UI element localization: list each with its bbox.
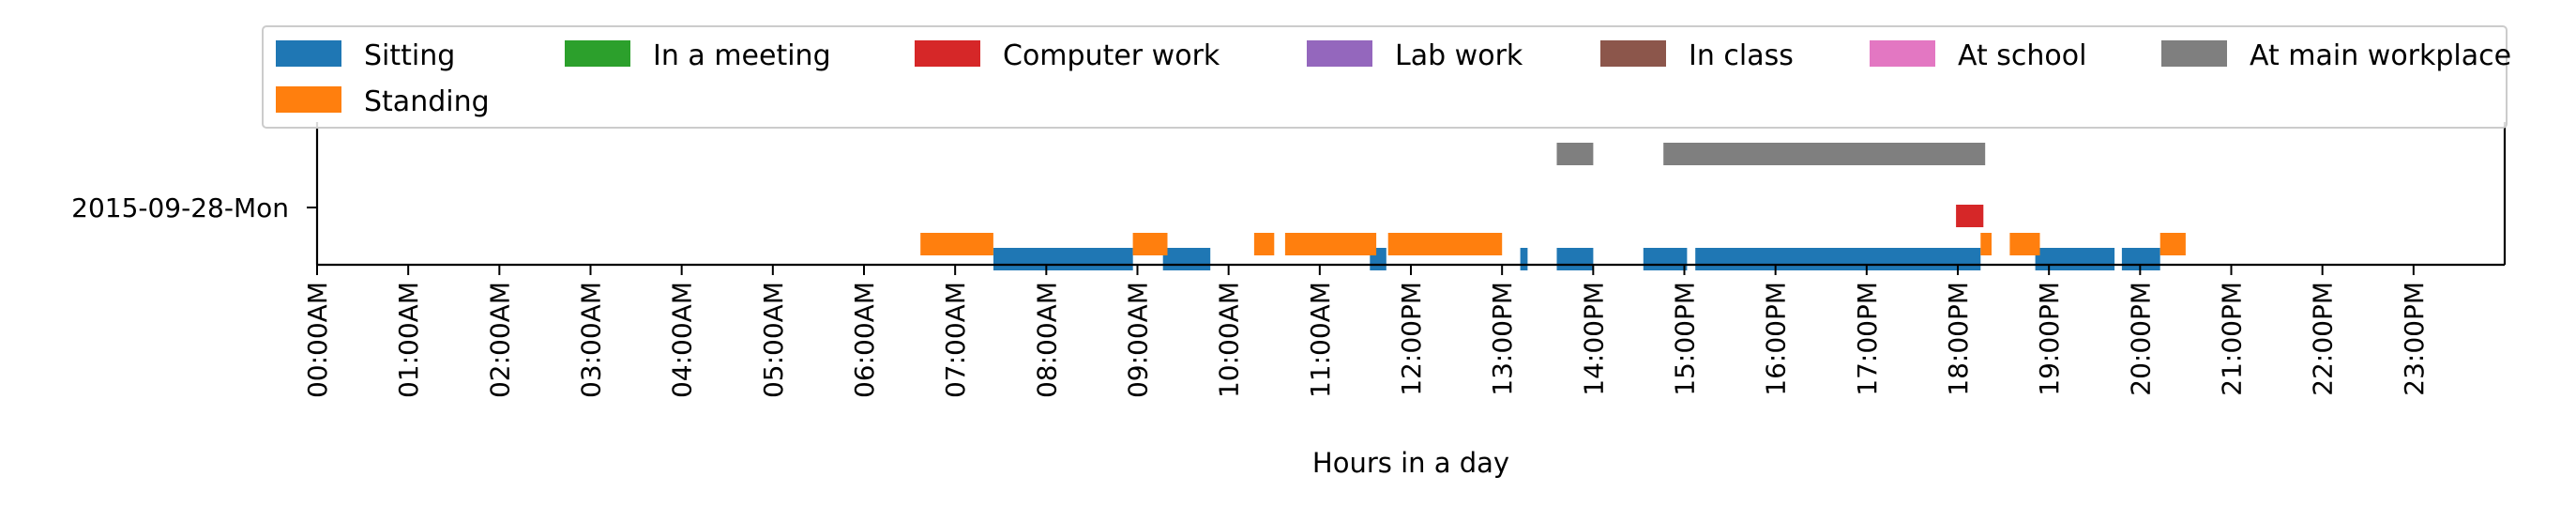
x-tick-label-21: 21:00PM — [2217, 282, 2248, 396]
legend-label-at-school: At school — [1958, 39, 2086, 72]
legend-swatch-computer-work — [915, 40, 980, 67]
bar-standing-7 — [2159, 233, 2186, 255]
legend-swatch-standing — [276, 86, 341, 113]
x-tick-label-13: 13:00PM — [1487, 282, 1518, 396]
y-axis-ticks: 2015-09-28-Mon — [71, 192, 317, 223]
x-tick-label-3: 03:00AM — [576, 282, 607, 398]
legend-label-in-class: In class — [1689, 39, 1794, 72]
bar-sitting-1 — [1162, 248, 1211, 270]
bar-sitting-0 — [993, 248, 1133, 270]
x-tick-label-6: 06:00AM — [849, 282, 880, 398]
bar-standing-2 — [1253, 233, 1275, 255]
bar-sitting-7 — [2035, 248, 2115, 270]
x-tick-label-8: 08:00AM — [1031, 282, 1062, 398]
x-tick-label-15: 15:00PM — [1670, 282, 1701, 396]
x-axis-ticks: 00:00AM 01:00AM 02:00AM 03:00AM 04:00AM 05:00… — [302, 265, 2430, 398]
x-tick-label-7: 07:00AM — [940, 282, 971, 398]
legend-swatch-at-main-workplace — [2161, 40, 2227, 67]
legend-label-computer-work: Computer work — [1003, 39, 1220, 72]
x-tick-label-23: 23:00PM — [2399, 282, 2430, 396]
bar-standing-3 — [1284, 233, 1377, 255]
bar-standing-0 — [920, 233, 993, 255]
bar-standing-6 — [2009, 233, 2040, 255]
x-tick-label-14: 14:00PM — [1578, 282, 1609, 396]
x-tick-label-12: 12:00PM — [1396, 282, 1427, 396]
x-tick-label-5: 05:00AM — [758, 282, 789, 398]
x-axis-title: Hours in a day — [1312, 447, 1509, 479]
x-tick-label-10: 10:00AM — [1214, 282, 1245, 398]
x-tick-label-2: 02:00AM — [484, 282, 515, 398]
bar-at-main-workplace-1 — [1663, 143, 1986, 165]
legend-label-lab-work: Lab work — [1395, 39, 1523, 72]
bar-standing-4 — [1387, 233, 1503, 255]
activity-marks — [920, 143, 2186, 270]
legend-swatch-in-a-meeting — [565, 40, 630, 67]
x-tick-label-16: 16:00PM — [1761, 282, 1792, 396]
x-tick-label-17: 17:00PM — [1852, 282, 1883, 396]
x-tick-label-20: 20:00PM — [2125, 282, 2156, 396]
legend-label-in-a-meeting: In a meeting — [653, 39, 831, 72]
legend-label-at-main-workplace: At main workplace — [2250, 39, 2511, 72]
x-tick-label-18: 18:00PM — [1943, 282, 1974, 396]
legend-swatch-in-class — [1600, 40, 1666, 67]
legend-label-standing: Standing — [364, 85, 490, 118]
bar-standing-1 — [1132, 233, 1168, 255]
legend-frame — [262, 25, 2508, 129]
legend-swatch-sitting — [276, 40, 341, 67]
bar-sitting-5 — [1643, 248, 1688, 270]
bar-sitting-4 — [1556, 248, 1594, 270]
x-tick-label-9: 09:00AM — [1123, 282, 1154, 398]
legend-label-sitting: Sitting — [364, 39, 455, 72]
legend-swatch-lab-work — [1307, 40, 1372, 67]
x-tick-label-1: 01:00AM — [393, 282, 424, 398]
legend: Sitting In a meeting Computer work Lab work… — [262, 25, 2511, 129]
x-tick-label-0: 00:00AM — [302, 282, 333, 398]
bar-computer-work-0 — [1956, 205, 1984, 227]
bar-sitting-6 — [1695, 248, 1981, 270]
x-tick-label-22: 22:00PM — [2308, 282, 2339, 396]
bar-at-main-workplace-0 — [1556, 143, 1594, 165]
x-tick-label-11: 11:00AM — [1305, 282, 1336, 398]
y-tick-label-day: 2015-09-28-Mon — [71, 192, 289, 223]
legend-swatch-at-school — [1870, 40, 1935, 67]
x-tick-label-19: 19:00PM — [2034, 282, 2065, 396]
x-tick-label-4: 04:00AM — [667, 282, 698, 398]
bar-sitting-3 — [1520, 248, 1528, 270]
bar-standing-5 — [1980, 233, 1992, 255]
